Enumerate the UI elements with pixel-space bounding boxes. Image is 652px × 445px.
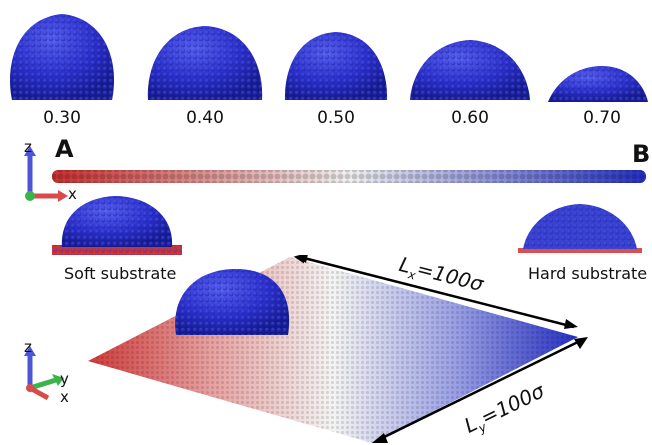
axis-bottom-x: x [60, 388, 69, 406]
lx-arrow [299, 255, 575, 329]
droplet-row [10, 14, 648, 102]
substrate-surface [88, 255, 588, 443]
droplet-value-5: 0.70 [583, 108, 621, 128]
ly-arrow [375, 337, 585, 443]
axis-bottom-z: z [24, 338, 32, 356]
droplet-value-4: 0.60 [451, 108, 489, 128]
droplet-value-1: 0.30 [43, 108, 81, 128]
droplet-value-2: 0.40 [186, 108, 224, 128]
label-b: B [632, 140, 651, 168]
axis-top-x: x [68, 185, 77, 203]
axis-bottom-y: y [60, 370, 69, 388]
label-a: A [55, 135, 74, 163]
hard-substrate-droplet [518, 204, 642, 253]
hard-substrate-label: Hard substrate [528, 264, 648, 283]
rod [52, 170, 646, 183]
axis-top-z: z [24, 138, 32, 156]
axis-triad-top [24, 146, 68, 202]
soft-substrate-droplet [52, 196, 182, 255]
droplet-value-3: 0.50 [317, 108, 355, 128]
axis-triad-bottom [24, 346, 64, 401]
soft-substrate-label: Soft substrate [64, 264, 177, 283]
